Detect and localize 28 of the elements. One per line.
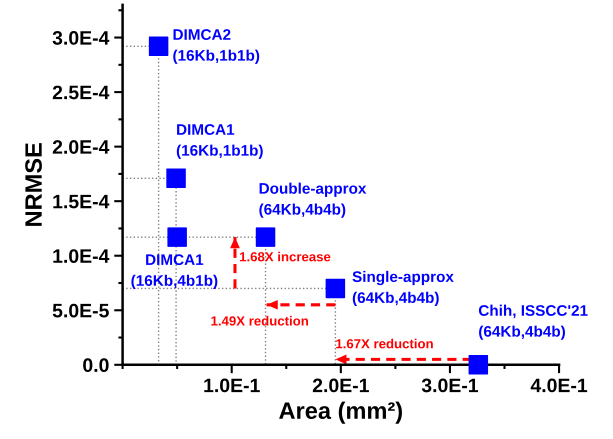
x-tick-label: 3.0E-1 (422, 378, 478, 392)
point (148, 36, 168, 56)
point (256, 227, 276, 247)
annotation: Double-approx (64Kb,4b4b) (259, 182, 366, 218)
y-tick-label: 2.5E-4 (52, 86, 110, 100)
y-tick-label: 1.5E-4 (53, 194, 110, 208)
annotation: 1.67X reduction (336, 338, 433, 348)
point (167, 227, 187, 247)
y-axis-title: NRMSE (25, 143, 42, 226)
x-tick-label: 4.0E-1 (530, 378, 588, 392)
y-tick-label: 3.0E-4 (52, 31, 110, 45)
x-tick-label: 2.0E-1 (312, 378, 369, 392)
x-tick-label: 1.0E-1 (204, 378, 260, 392)
x-axis-title: Area (mm²) (279, 402, 402, 424)
annotation: DIMCA1 (16Kb,4b1b) (131, 254, 218, 289)
annotation: DIMCA1 (16Kb,1b1b) (176, 124, 263, 159)
point (468, 355, 488, 375)
annotation: Single-approx (64Kb,4b4b) (352, 270, 454, 306)
point (326, 278, 346, 298)
y-tick-label: 1.0E-4 (53, 249, 110, 263)
annotation: DIMCA2 (16Kb,1b1b) (173, 29, 260, 64)
annotation: Chih, ISSCC'21 (64Kb,4b4b) (478, 304, 588, 340)
annotation: 1.49X reduction (211, 316, 308, 326)
y-tick-label: 2.0E-4 (52, 140, 110, 154)
point (166, 168, 186, 188)
y-tick-label: 0.0 (83, 358, 109, 372)
y-tick-label: 5.0E-5 (52, 304, 109, 318)
annotation: 1.68X increase (240, 252, 330, 262)
